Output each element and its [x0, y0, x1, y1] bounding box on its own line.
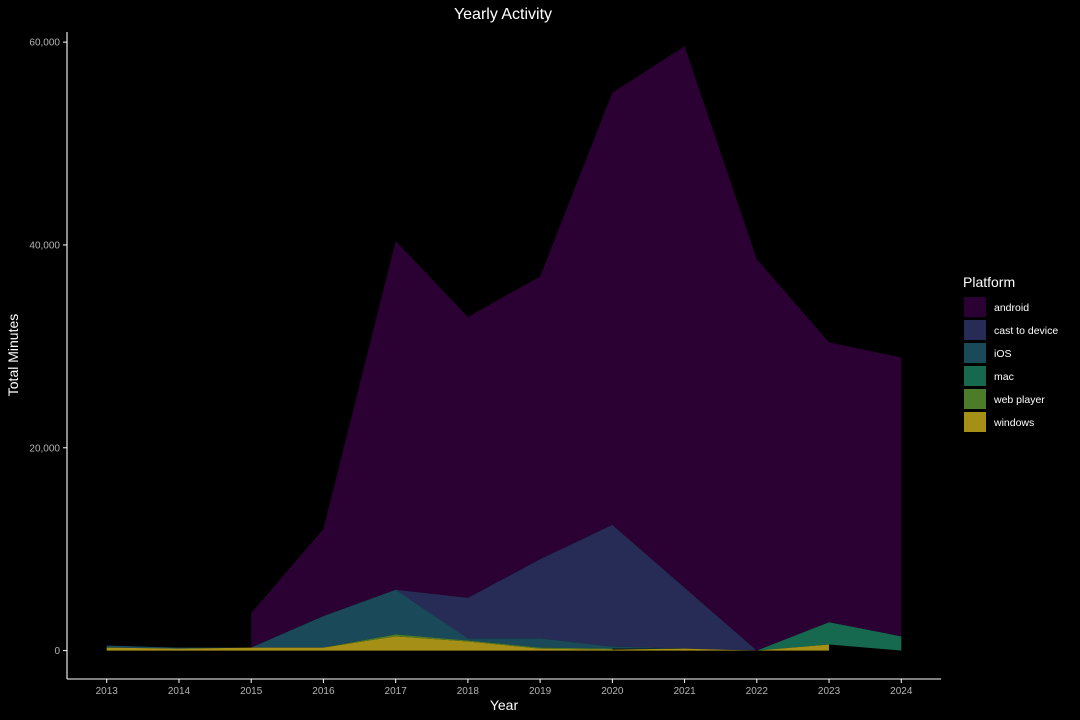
legend-label-web-player: web player: [993, 394, 1045, 406]
x-tick-label: 2018: [457, 686, 480, 697]
x-tick-label: 2024: [890, 686, 913, 697]
legend-label-android: android: [994, 302, 1029, 314]
x-tick-label: 2020: [601, 686, 624, 697]
area-cast-to-device-0: [251, 524, 902, 651]
y-tick-label: 20,000: [29, 443, 60, 454]
legend-label-windows: windows: [993, 417, 1034, 429]
legend-label-iOS: iOS: [994, 348, 1012, 360]
y-tick-label: 60,000: [29, 38, 60, 49]
legend-label-cast-to-device: cast to device: [994, 325, 1058, 337]
y-tick-label: 40,000: [29, 240, 60, 251]
x-tick-label: 2023: [818, 686, 841, 697]
y-axis-ticks: 0 20,000 40,000 60,000: [29, 38, 67, 657]
x-tick-label: 2013: [96, 686, 119, 697]
x-tick-label: 2016: [312, 686, 335, 697]
y-axis-title: Total Minutes: [5, 314, 21, 396]
legend-swatch-windows: [964, 412, 986, 432]
x-axis-ticks: 2013 2014 2015 2016 2017 2018 2019 2020 2021 2022…: [96, 679, 913, 697]
legend-swatch-mac: [964, 366, 986, 386]
x-tick-label: 2019: [529, 686, 552, 697]
chart-title: Yearly Activity: [454, 6, 552, 23]
plot-areas: [106, 46, 902, 651]
legend-title: Platform: [963, 274, 1015, 290]
legend-label-mac: mac: [994, 371, 1014, 383]
legend-swatch-android: [964, 297, 986, 317]
area-windows-0: [106, 636, 829, 651]
x-tick-label: 2021: [673, 686, 696, 697]
x-tick-label: 2017: [385, 686, 408, 697]
x-tick-label: 2015: [240, 686, 263, 697]
legend-swatch-iOS: [964, 343, 986, 363]
area-mac-0: [106, 622, 902, 651]
y-tick-label: 0: [54, 646, 60, 657]
x-tick-label: 2014: [168, 686, 191, 697]
area-web-player-0: [106, 634, 613, 650]
area-android-0: [251, 46, 902, 651]
legend-swatch-cast-to-device: [964, 320, 986, 340]
area-iOS-0: [106, 589, 902, 651]
legend-swatch-web-player: [964, 389, 986, 409]
x-tick-label: 2022: [746, 686, 769, 697]
legend: Platform android cast to device iOS mac web …: [963, 274, 1058, 432]
x-axis-title: Year: [490, 697, 519, 713]
